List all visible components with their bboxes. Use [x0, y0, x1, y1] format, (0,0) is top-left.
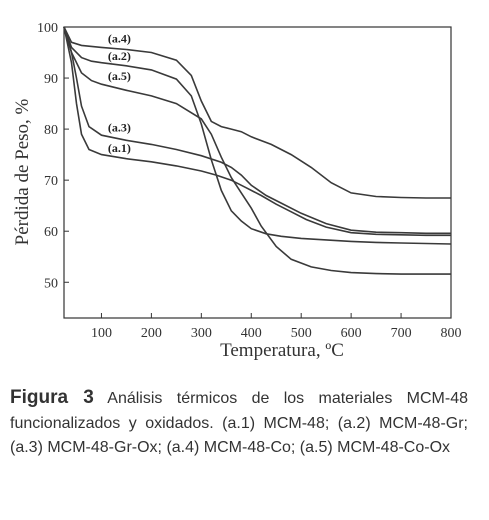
x-tick-label: 400 — [241, 326, 262, 341]
tga-chart: 100 200 300 400 500 600 700 800 50 60 70 80 90 100 (… — [12, 21, 462, 361]
y-tick-label: 90 — [44, 72, 58, 87]
series-label: (a.5) — [108, 69, 131, 83]
series-label: (a.3) — [108, 121, 131, 135]
x-axis: 100 200 300 400 500 600 700 800 — [91, 313, 462, 341]
x-tick-label: 600 — [341, 326, 362, 341]
series-group — [63, 26, 452, 275]
x-axis-title: Temperatura, ºC — [220, 340, 344, 361]
series-line-4 — [63, 26, 451, 199]
y-tick-label: 80 — [44, 123, 58, 138]
y-tick-label: 70 — [44, 174, 58, 189]
y-tick-label: 60 — [44, 225, 58, 240]
series-label: (a.2) — [108, 49, 131, 63]
caption-label: Figura 3 — [10, 387, 94, 408]
series-label: (a.4) — [108, 31, 131, 45]
chart-canvas: 100 200 300 400 500 600 700 800 50 60 70 80 90 100 (… — [12, 21, 462, 361]
series-line-1 — [63, 26, 451, 237]
x-tick-label: 700 — [391, 326, 412, 341]
x-tick-label: 100 — [91, 326, 112, 341]
figure-caption: Figura 3 Análisis térmicos de los materi… — [10, 386, 468, 461]
series-labels: (a.1) (a.2) (a.3) (a.4) (a.5) — [108, 31, 131, 155]
y-tick-label: 100 — [37, 21, 58, 36]
x-tick-label: 500 — [291, 326, 312, 341]
series-label: (a.1) — [108, 141, 131, 155]
y-axis-title: Pérdida de Peso, % — [12, 98, 33, 245]
y-tick-label: 50 — [44, 276, 58, 291]
x-tick-label: 800 — [441, 326, 462, 341]
series-line-2 — [63, 26, 452, 245]
caption-text: Análisis térmicos de los materiales MCM-… — [10, 390, 469, 456]
plot-frame — [63, 26, 452, 319]
x-tick-label: 200 — [141, 326, 162, 341]
x-tick-label: 300 — [191, 326, 212, 341]
series-line-5 — [63, 26, 451, 275]
series-line-3 — [63, 26, 451, 235]
